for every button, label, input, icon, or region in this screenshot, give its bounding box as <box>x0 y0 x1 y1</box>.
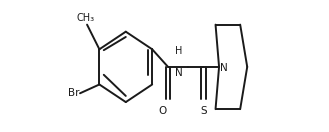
Text: H: H <box>175 46 182 56</box>
Text: Br: Br <box>68 88 79 98</box>
Text: CH₃: CH₃ <box>76 13 94 23</box>
Text: N: N <box>175 68 183 78</box>
Text: S: S <box>200 106 207 116</box>
Text: O: O <box>159 106 167 116</box>
Text: N: N <box>220 63 228 73</box>
